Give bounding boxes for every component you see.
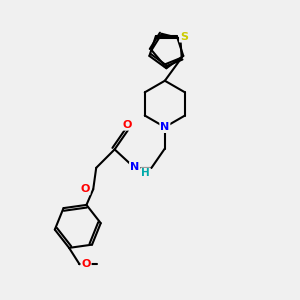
Text: O: O <box>81 259 91 269</box>
Text: N: N <box>130 162 139 172</box>
Text: O: O <box>80 184 90 194</box>
Text: N: N <box>160 122 170 132</box>
Text: H: H <box>141 168 150 178</box>
Text: O: O <box>123 120 132 130</box>
Text: S: S <box>180 32 188 42</box>
